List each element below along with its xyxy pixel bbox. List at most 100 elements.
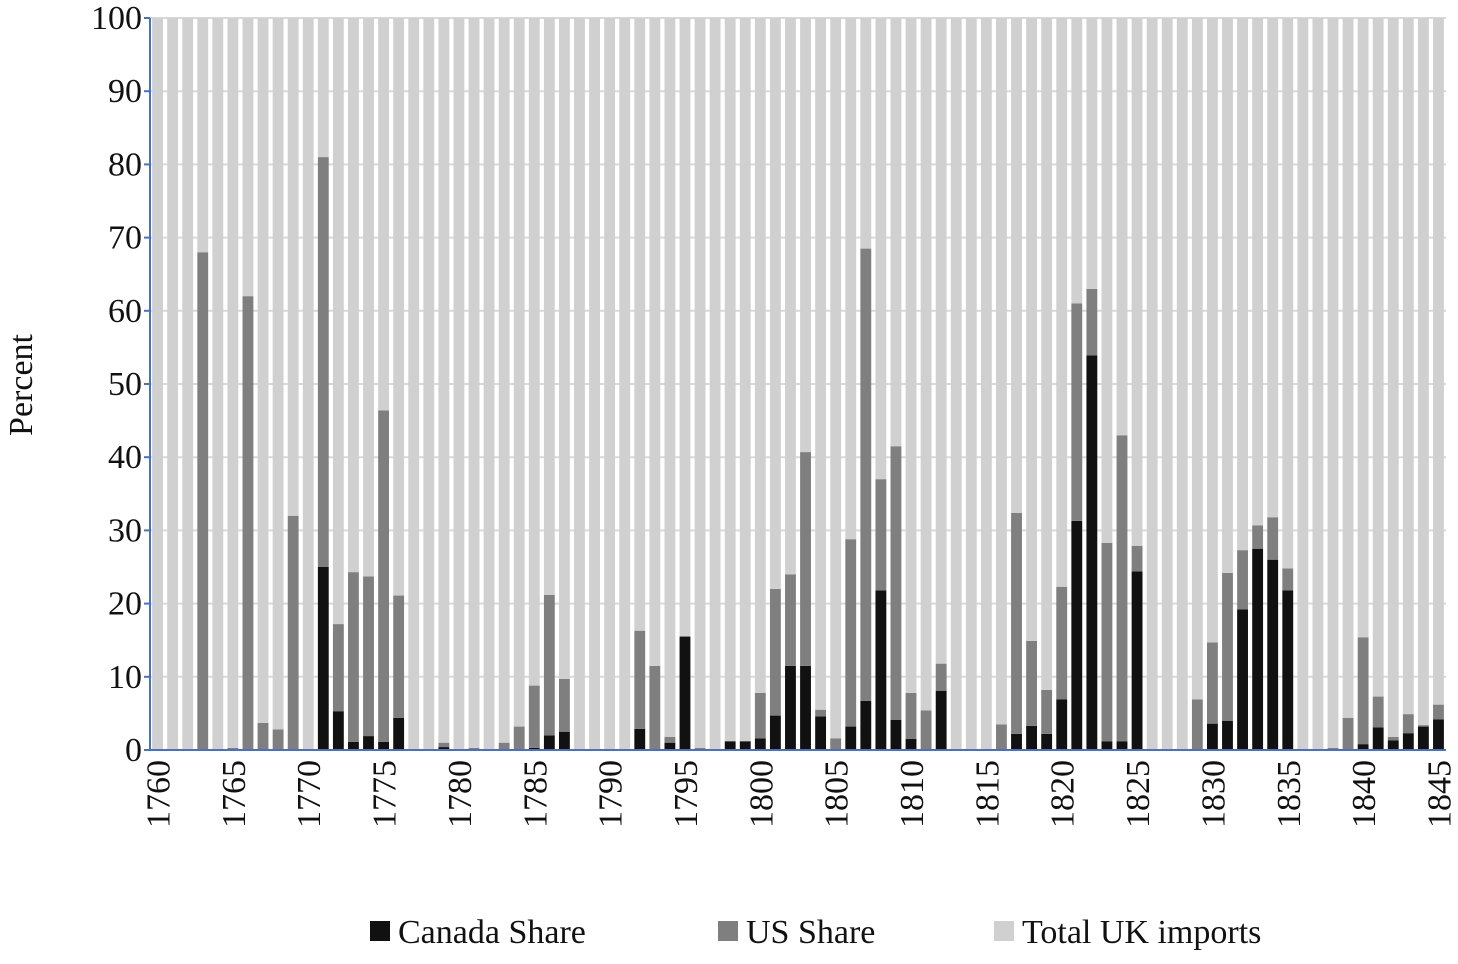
y-tick-label: 100 — [91, 0, 142, 37]
bar-segment — [1402, 714, 1414, 734]
bar-segment — [890, 18, 902, 447]
bar-segment — [317, 18, 329, 158]
bar-segment — [649, 18, 661, 666]
y-tick-label: 0 — [125, 732, 142, 769]
x-tick-label: 1845 — [1421, 760, 1458, 828]
bar-segment — [634, 630, 646, 729]
y-axis-label: Percent — [3, 333, 40, 436]
bar-segment — [890, 719, 902, 750]
bar-segment — [317, 567, 329, 750]
bar-segment — [785, 18, 796, 575]
bar-segment — [242, 296, 254, 750]
bar-segment — [679, 18, 691, 637]
bar-segment — [800, 665, 811, 750]
bar-segment — [528, 747, 540, 750]
bar-segment — [558, 678, 570, 732]
bar-segment — [1357, 744, 1369, 750]
bar-segment — [1071, 520, 1083, 750]
bar-segment — [920, 710, 932, 750]
bar-segment — [1086, 18, 1098, 289]
bar-segment — [574, 18, 585, 750]
bar-segment — [1282, 18, 1294, 569]
bar-segment — [1267, 18, 1279, 518]
bar-segment — [875, 18, 887, 480]
bar-segment — [709, 18, 721, 750]
bar-segment — [363, 576, 374, 737]
bar-segment — [800, 18, 811, 453]
bar-segment — [1342, 18, 1354, 718]
legend-swatch — [718, 921, 738, 941]
bar-segment — [1433, 704, 1444, 720]
bar-segment — [1237, 18, 1248, 551]
bar-segment — [348, 741, 359, 750]
bar-segment — [242, 18, 254, 297]
x-tick-label: 1820 — [1045, 760, 1082, 828]
bar-segment — [1071, 18, 1083, 304]
bar-segment — [227, 747, 239, 750]
bar-segment — [1011, 18, 1022, 513]
bar-segment — [739, 741, 751, 750]
bar-segment — [1041, 733, 1053, 750]
bar-segment — [996, 18, 1007, 725]
bar-segment — [694, 747, 706, 750]
bar-segment — [1327, 18, 1339, 748]
bar-segment — [453, 18, 465, 750]
bar-segment — [1206, 18, 1218, 643]
bar-segment — [1026, 640, 1038, 726]
bar-segment — [965, 18, 977, 750]
bar-segment — [950, 18, 962, 750]
bar-segment — [1357, 18, 1369, 638]
bar-segment — [348, 18, 359, 573]
bar-segment — [1086, 288, 1098, 356]
bar-segment — [1026, 725, 1038, 750]
bar-segment — [875, 590, 887, 750]
bar-segment — [1342, 717, 1354, 750]
bar-segment — [830, 18, 842, 739]
bar-segment — [1056, 18, 1068, 587]
x-tick-label: 1780 — [442, 760, 479, 828]
bar-segment — [1206, 642, 1218, 724]
bar-segment — [905, 692, 917, 740]
bar-segment — [935, 18, 947, 664]
bar-segment — [724, 741, 736, 750]
bar-segment — [543, 18, 555, 595]
y-tick-label: 20 — [108, 586, 142, 623]
bar-segment — [332, 711, 344, 750]
bar-segment — [558, 18, 570, 679]
bar-segment — [1417, 18, 1429, 726]
bar-segment — [1131, 571, 1143, 750]
bar-segment — [182, 18, 194, 750]
bar-segment — [935, 690, 947, 750]
bar-segment — [769, 715, 781, 750]
bar-segment — [845, 539, 857, 727]
bar-segment — [724, 18, 736, 742]
bar-segment — [498, 742, 510, 750]
bar-segment — [317, 157, 329, 567]
bar-segment — [845, 18, 857, 540]
bar-segment — [468, 747, 480, 750]
bar-segment — [815, 716, 827, 750]
bar-segment — [272, 18, 284, 730]
y-tick-label: 40 — [108, 439, 142, 476]
bar-segment — [1011, 733, 1022, 750]
bar-segment — [1252, 18, 1264, 526]
x-tick-label: 1800 — [743, 760, 780, 828]
bar-segment — [619, 18, 631, 750]
x-tick-label: 1810 — [894, 760, 931, 828]
bar-segment — [528, 18, 540, 686]
bar-segment — [363, 736, 374, 750]
x-tick-label: 1805 — [819, 760, 856, 828]
bar-segment — [754, 692, 766, 739]
bar-segment — [332, 624, 344, 712]
bar-segment — [980, 18, 992, 750]
bar-segment — [739, 18, 751, 742]
bar-segment — [287, 18, 299, 516]
bar-segment — [1116, 18, 1128, 436]
y-tick-label: 60 — [108, 293, 142, 330]
bar-segment — [212, 18, 224, 750]
bar-segment — [1372, 18, 1384, 697]
bar-segment — [558, 731, 570, 750]
bar-segment — [634, 18, 646, 631]
bar-segment — [664, 742, 676, 750]
bar-segment — [634, 728, 646, 750]
